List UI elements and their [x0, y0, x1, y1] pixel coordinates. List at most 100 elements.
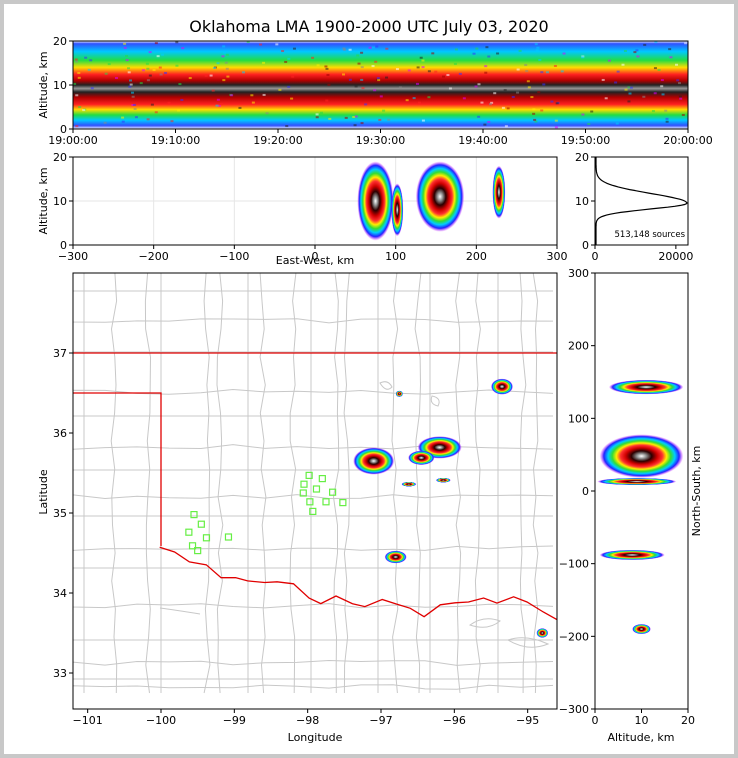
lma-station-marker: [312, 485, 321, 493]
speckle: [73, 82, 77, 85]
speckle: [537, 91, 541, 94]
speckle: [348, 78, 352, 81]
speckle: [324, 65, 328, 68]
speckle: [75, 60, 79, 63]
time-axis-tick-label: 19:30:00: [356, 134, 405, 147]
speckle: [371, 46, 375, 49]
county-line: [203, 273, 211, 694]
speckle: [533, 118, 537, 121]
county-line: [455, 273, 462, 694]
lma-station-marker: [190, 511, 198, 519]
speckle: [607, 59, 611, 62]
county-line: [144, 273, 152, 694]
speckle: [581, 113, 585, 116]
lma-station-marker: [202, 534, 211, 542]
time-axis-tick-label: 19:00:00: [48, 134, 97, 147]
time-alt-axis-tick-label: 0: [60, 123, 67, 136]
speckle: [532, 112, 536, 115]
speckle: [653, 67, 657, 70]
speckle: [407, 69, 411, 72]
speckle: [170, 120, 174, 123]
speckle: [161, 53, 165, 56]
speckle: [496, 52, 500, 55]
speckle: [395, 68, 399, 71]
speckle: [225, 67, 229, 70]
speckle: [134, 116, 138, 119]
speckle: [530, 96, 534, 99]
speckle: [77, 76, 81, 79]
speckle: [127, 67, 131, 70]
speckle: [150, 103, 154, 106]
ns-storm-cell: [597, 477, 677, 486]
speckle: [287, 85, 291, 88]
speckle: [158, 66, 162, 69]
county-line: [73, 603, 554, 609]
speckle: [374, 60, 378, 63]
time-axis-tick-label: 19:10:00: [151, 134, 200, 147]
chart-title: Oklahoma LMA 1900-2000 UTC July 03, 2020: [189, 17, 549, 36]
speckle: [490, 101, 494, 104]
speckle: [489, 103, 493, 106]
speckle: [360, 51, 364, 54]
county-line: [73, 659, 554, 666]
lat-axis-tick-label: 34: [53, 587, 67, 600]
speckle: [89, 59, 93, 62]
speckle: [554, 119, 558, 122]
speckle: [262, 61, 266, 64]
speckle: [590, 110, 594, 113]
ew-alt-axis-tick-label: 0: [60, 239, 67, 252]
speckle: [419, 56, 423, 59]
speckle: [651, 110, 655, 113]
speckle: [360, 122, 364, 125]
speckle: [284, 60, 288, 63]
ew-axis-tick-label: −200: [139, 250, 169, 263]
speckle: [675, 63, 679, 66]
speckle: [224, 61, 228, 64]
county-line: [73, 684, 554, 690]
speckle: [316, 64, 320, 67]
speckle: [357, 62, 361, 65]
speckle: [534, 120, 538, 123]
speckle: [527, 86, 531, 89]
speckle: [487, 120, 491, 123]
speckle: [291, 75, 295, 78]
speckle: [125, 55, 129, 58]
speckle: [131, 104, 135, 107]
speckle: [550, 100, 554, 103]
speckle: [453, 62, 457, 65]
ew-storm-cell: [357, 161, 394, 241]
speckle: [462, 97, 466, 100]
lma-station-marker: [306, 498, 314, 506]
lat-axis-tick-label: 35: [53, 507, 67, 520]
speckle: [542, 83, 546, 86]
speckle: [601, 78, 605, 81]
speckle: [259, 43, 263, 46]
speckle: [327, 83, 331, 86]
speckle: [287, 57, 291, 60]
speckle: [506, 107, 510, 110]
speckle: [352, 116, 356, 119]
time-altitude-ylabel: Altitude, km: [37, 51, 50, 118]
speckle: [434, 70, 438, 73]
speckle: [532, 108, 536, 111]
ew-axis-tick-label: −100: [219, 250, 249, 263]
speckle: [560, 70, 564, 73]
county-line: [343, 273, 350, 694]
speckle: [275, 43, 279, 46]
speckle: [628, 92, 632, 95]
ew-storm-cell: [415, 161, 465, 232]
ns-axis-tick-label: −100: [559, 558, 589, 571]
speckle: [139, 82, 143, 85]
lon-axis-tick-label: −96: [443, 714, 466, 727]
lat-axis-tick-label: 36: [53, 427, 67, 440]
county-line: [332, 273, 340, 694]
speckle: [480, 101, 484, 104]
speckle: [653, 92, 657, 95]
time-alt-axis-tick-label: 20: [53, 35, 67, 48]
speckle: [353, 124, 357, 127]
speckle: [477, 83, 481, 86]
speckle: [148, 51, 152, 54]
speckle: [654, 41, 658, 44]
speckle: [177, 109, 181, 112]
storm-cell: [353, 447, 395, 475]
